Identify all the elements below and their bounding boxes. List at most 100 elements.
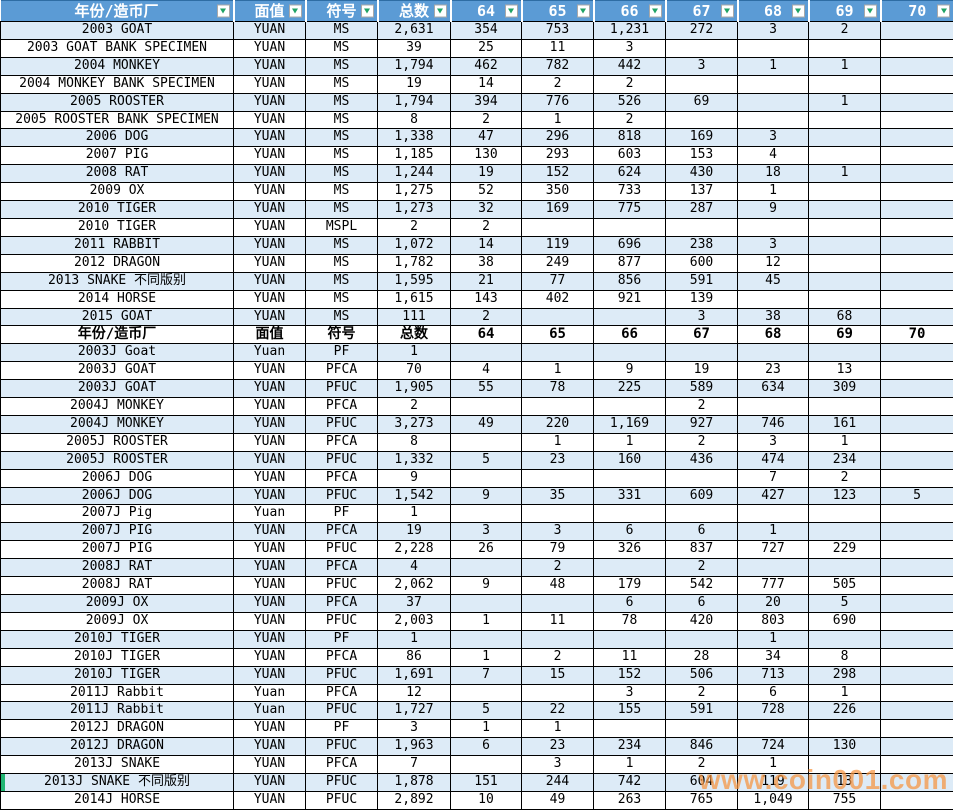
cell-grade-64[interactable] bbox=[450, 432, 522, 452]
cell-grade-64[interactable]: 14 bbox=[450, 74, 522, 94]
cell-denomination[interactable]: YUAN bbox=[233, 719, 306, 739]
cell-symbol[interactable]: MS bbox=[305, 235, 378, 255]
cell-grade-70[interactable] bbox=[880, 74, 953, 94]
cell-grade-64[interactable]: 1 bbox=[450, 719, 522, 739]
cell-grade-68[interactable]: 9 bbox=[737, 200, 809, 219]
cell-grade-70[interactable] bbox=[880, 701, 953, 721]
cell-total[interactable]: 1,273 bbox=[377, 200, 451, 219]
cell-denomination[interactable]: YUAN bbox=[233, 74, 306, 94]
cell-grade-65[interactable]: 350 bbox=[521, 182, 594, 202]
filter-button[interactable] bbox=[720, 4, 734, 18]
cell-grade-70[interactable] bbox=[880, 522, 953, 542]
cell-grade-66[interactable]: 225 bbox=[593, 379, 666, 399]
cell-denomination[interactable]: YUAN bbox=[233, 773, 306, 792]
cell-grade-65[interactable]: 220 bbox=[521, 414, 594, 434]
cell-year-mint[interactable]: 2010J TIGER bbox=[0, 647, 234, 667]
cell-grade-69[interactable] bbox=[808, 289, 881, 309]
cell-grade-67[interactable] bbox=[665, 504, 738, 524]
cell-grade-65[interactable]: 776 bbox=[521, 92, 594, 112]
cell-grade-67[interactable]: 272 bbox=[665, 21, 738, 40]
cell-grade-67[interactable]: 28 bbox=[665, 647, 738, 667]
filter-button[interactable] bbox=[433, 4, 447, 18]
cell-total[interactable]: 2 bbox=[377, 217, 451, 237]
cell-grade-69[interactable]: 690 bbox=[808, 611, 881, 631]
cell-denomination[interactable]: YUAN bbox=[233, 522, 306, 542]
cell-grade-67[interactable] bbox=[665, 38, 738, 58]
cell-grade-69[interactable]: 1 bbox=[808, 92, 881, 112]
cell-total[interactable]: 1,542 bbox=[377, 486, 451, 506]
cell-grade-66[interactable]: 818 bbox=[593, 128, 666, 148]
cell-grade-65[interactable]: 296 bbox=[521, 128, 594, 148]
cell-grade-70[interactable] bbox=[880, 182, 953, 202]
cell-grade-70[interactable] bbox=[880, 719, 953, 739]
cell-total[interactable]: 1,727 bbox=[377, 701, 451, 721]
filter-button[interactable] bbox=[288, 4, 302, 18]
cell-grade-65[interactable]: 79 bbox=[521, 540, 594, 560]
cell-grade-68[interactable]: 728 bbox=[737, 701, 809, 721]
cell-year-mint[interactable]: 2007J PIG bbox=[0, 522, 234, 542]
cell-grade-67[interactable]: 137 bbox=[665, 182, 738, 202]
cell-grade-68[interactable]: 119 bbox=[737, 773, 809, 792]
cell-grade-70[interactable] bbox=[880, 790, 953, 810]
cell-year-mint[interactable]: 2004 MONKEY BANK SPECIMEN bbox=[0, 74, 234, 94]
cell-grade-70[interactable] bbox=[880, 737, 953, 757]
cell-denomination[interactable]: YUAN bbox=[233, 253, 306, 273]
cell-grade-69[interactable]: 1 bbox=[808, 683, 881, 703]
cell-grade-70[interactable]: 5 bbox=[880, 486, 953, 506]
cell-grade-64[interactable] bbox=[450, 397, 522, 416]
cell-grade-70[interactable] bbox=[880, 683, 953, 703]
cell-denomination[interactable]: YUAN bbox=[233, 235, 306, 255]
cell-grade-69[interactable] bbox=[808, 38, 881, 58]
cell-symbol[interactable]: PFUC bbox=[305, 379, 378, 399]
cell-grade-68[interactable]: 6 bbox=[737, 683, 809, 703]
cell-denomination[interactable]: YUAN bbox=[233, 164, 306, 184]
cell-total[interactable]: 1 bbox=[377, 343, 451, 363]
cell-year-mint[interactable]: 2012 DRAGON bbox=[0, 253, 234, 273]
cell-grade-64[interactable]: 462 bbox=[450, 56, 522, 76]
cell-grade-66[interactable] bbox=[593, 217, 666, 237]
cell-denomination[interactable]: YUAN bbox=[233, 146, 306, 166]
cell-grade-67[interactable] bbox=[665, 468, 738, 488]
cell-grade-69[interactable] bbox=[808, 397, 881, 416]
cell-total[interactable]: 2,003 bbox=[377, 611, 451, 631]
cell-total[interactable]: 总数 bbox=[377, 325, 451, 345]
cell-grade-64[interactable]: 2 bbox=[450, 307, 522, 327]
cell-grade-66[interactable] bbox=[593, 719, 666, 739]
cell-grade-68[interactable]: 34 bbox=[737, 647, 809, 667]
cell-grade-66[interactable]: 603 bbox=[593, 146, 666, 166]
cell-grade-67[interactable]: 2 bbox=[665, 397, 738, 416]
cell-grade-64[interactable]: 2 bbox=[450, 110, 522, 130]
cell-grade-67[interactable]: 238 bbox=[665, 235, 738, 255]
filter-button[interactable] bbox=[791, 4, 805, 18]
cell-total[interactable]: 2 bbox=[377, 397, 451, 416]
cell-grade-69[interactable] bbox=[808, 271, 881, 291]
cell-grade-66[interactable]: 160 bbox=[593, 450, 666, 470]
cell-grade-69[interactable] bbox=[808, 74, 881, 94]
cell-grade-67[interactable]: 2 bbox=[665, 683, 738, 703]
cell-grade-68[interactable]: 803 bbox=[737, 611, 809, 631]
cell-grade-67[interactable]: 609 bbox=[665, 486, 738, 506]
cell-grade-68[interactable] bbox=[737, 558, 809, 578]
cell-symbol[interactable]: MS bbox=[305, 307, 378, 327]
cell-year-mint[interactable]: 2004J MONKEY bbox=[0, 397, 234, 416]
cell-grade-64[interactable]: 7 bbox=[450, 665, 522, 685]
cell-grade-67[interactable]: 600 bbox=[665, 253, 738, 273]
column-header-year-mint[interactable]: 年份/造币厂 bbox=[0, 0, 235, 22]
cell-denomination[interactable]: YUAN bbox=[233, 271, 306, 291]
cell-grade-65[interactable]: 22 bbox=[521, 701, 594, 721]
cell-grade-68[interactable]: 427 bbox=[737, 486, 809, 506]
cell-year-mint[interactable]: 2005J ROOSTER bbox=[0, 432, 234, 452]
column-header-denomination[interactable]: 面值 bbox=[233, 0, 307, 22]
cell-grade-68[interactable] bbox=[737, 289, 809, 309]
cell-grade-68[interactable]: 3 bbox=[737, 235, 809, 255]
cell-grade-65[interactable]: 11 bbox=[521, 38, 594, 58]
cell-grade-69[interactable] bbox=[808, 558, 881, 578]
cell-grade-68[interactable]: 724 bbox=[737, 737, 809, 757]
cell-grade-67[interactable]: 3 bbox=[665, 56, 738, 76]
cell-grade-64[interactable]: 25 bbox=[450, 38, 522, 58]
cell-grade-66[interactable]: 331 bbox=[593, 486, 666, 506]
cell-grade-68[interactable]: 777 bbox=[737, 576, 809, 595]
cell-year-mint[interactable]: 2013J SNAKE bbox=[0, 755, 234, 775]
cell-grade-69[interactable]: 1 bbox=[808, 164, 881, 184]
cell-grade-67[interactable]: 837 bbox=[665, 540, 738, 560]
